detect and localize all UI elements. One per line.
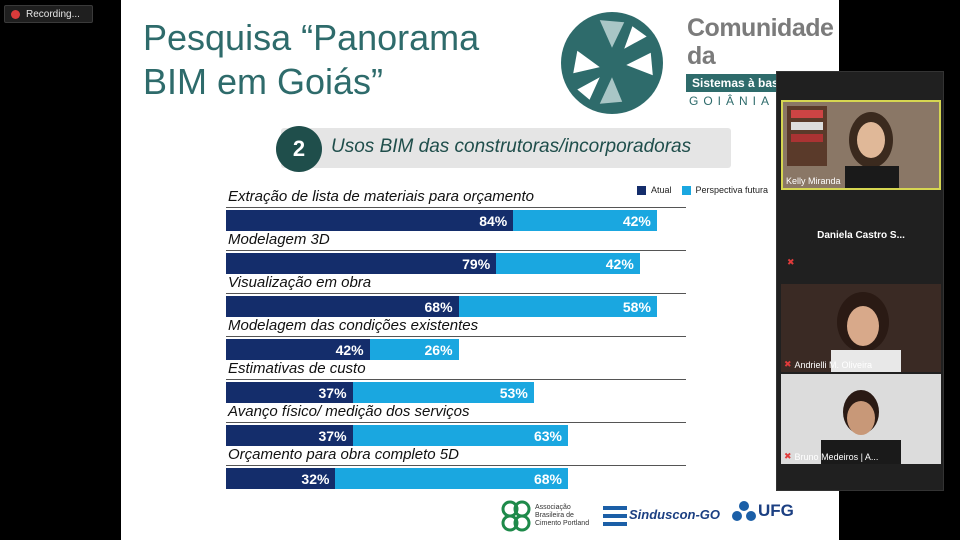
bar-value-label: 53% — [499, 384, 528, 401]
recording-indicator[interactable]: Recording... — [4, 5, 93, 23]
bar-segment-futura: 58% — [458, 296, 657, 317]
bar-category-label: Estimativas de custo — [228, 360, 366, 377]
bar-segment-atual: 84% — [226, 210, 514, 231]
legend-swatch-atual — [637, 185, 646, 195]
bar-segment-futura: 68% — [335, 468, 568, 489]
bar-value-label: 26% — [424, 341, 453, 358]
brand-city: GOIÂNIA — [689, 94, 775, 108]
bar-segment-atual: 68% — [226, 296, 459, 317]
bar-separator — [226, 207, 686, 208]
bar-separator — [226, 336, 686, 337]
participant-name: Daniela Castro S... — [817, 230, 905, 241]
bar-segment-futura: 42% — [513, 210, 657, 231]
bar-value-label: 42% — [335, 341, 364, 358]
legend-label-atual: Atual — [651, 185, 672, 195]
participant-video-icon — [783, 102, 939, 188]
participant-name: ✖ Bruno Medeiros | A... — [784, 451, 879, 462]
bar-segment-atual: 79% — [226, 253, 497, 274]
sinduscon-name: Sinduscon-GO — [629, 507, 720, 522]
bar-value-label: 68% — [424, 298, 453, 315]
abcp-name: Associação Brasileira de Cimento Portlan… — [535, 504, 590, 527]
bar-segment-atual: 42% — [226, 339, 370, 360]
participants-panel: Kelly Miranda Daniela Castro S... ✖ ✖ And… — [776, 71, 944, 491]
bar-value-label: 37% — [318, 384, 347, 401]
bar-value-label: 58% — [622, 298, 651, 315]
bar-category-label: Extração de lista de materiais para orça… — [228, 188, 534, 205]
section-number: 2 — [276, 126, 322, 172]
bar-segment-futura: 42% — [496, 253, 640, 274]
bar-value-label: 37% — [318, 427, 347, 444]
bar-segment-futura: 26% — [369, 339, 459, 360]
bar-value-label: 79% — [462, 255, 491, 272]
mic-muted-icon: ✖ — [787, 257, 795, 267]
section-title: Usos BIM das construtoras/incorporadoras — [331, 136, 692, 157]
bar-segment-futura: 53% — [352, 382, 534, 403]
legend-label-futura: Perspectiva futura — [695, 185, 769, 195]
bar-value-label: 63% — [533, 427, 562, 444]
participant-video-icon — [781, 284, 941, 372]
comunidade-logo-icon — [561, 12, 663, 114]
presentation-slide: Pesquisa “Panorama BIM em Goiás” Comunid… — [121, 0, 839, 540]
legend-item-atual: Atual — [637, 185, 672, 195]
bar-separator — [226, 422, 686, 423]
bar-value-label: 42% — [605, 255, 634, 272]
chart-legend: Atual Perspectiva futura — [637, 185, 768, 195]
bar-value-label: 84% — [479, 212, 508, 229]
participant-name: ✖ Andrielli M. Oliveira — [784, 359, 873, 370]
bar-segment-atual: 37% — [226, 425, 353, 446]
recording-icon — [11, 9, 20, 19]
legend-swatch-futura — [681, 185, 691, 195]
slide-title: Pesquisa “Panorama BIM em Goiás” — [143, 17, 480, 102]
bar-category-label: Orçamento para obra completo 5D — [228, 446, 459, 463]
bar-segment-futura: 63% — [352, 425, 568, 446]
bar-segment-atual: 37% — [226, 382, 353, 403]
participant-name: Kelly Miranda — [786, 176, 841, 186]
participant-video-icon — [781, 374, 941, 464]
abcp-logo-icon — [501, 500, 531, 532]
bar-category-label: Visualização em obra — [228, 274, 372, 291]
bar-category-label: Modelagem das condições existentes — [228, 317, 479, 334]
video-tile-daniela[interactable]: Daniela Castro S... ✖ — [781, 192, 941, 272]
legend-item-futura: Perspectiva futura — [681, 185, 769, 195]
bar-segment-atual: 32% — [226, 468, 336, 489]
section-header — [281, 128, 731, 168]
bar-value-label: 32% — [301, 470, 330, 487]
bar-separator — [226, 293, 686, 294]
video-tile-kelly[interactable]: Kelly Miranda — [781, 100, 941, 190]
bar-value-label: 42% — [622, 212, 651, 229]
bar-separator — [226, 250, 686, 251]
mic-muted-icon: ✖ — [784, 359, 792, 369]
bar-category-label: Avanço físico/ medição dos serviços — [228, 403, 470, 420]
bar-separator — [226, 379, 686, 380]
sinduscon-logo-icon — [603, 506, 627, 526]
ufg-name: UFG — [758, 501, 794, 520]
bar-category-label: Modelagem 3D — [228, 231, 330, 248]
ufg-logo-icon — [732, 501, 756, 521]
video-tile-andrielli[interactable]: ✖ Andrielli M. Oliveira — [781, 284, 941, 372]
bar-value-label: 68% — [533, 470, 562, 487]
bar-separator — [226, 465, 686, 466]
video-tile-bruno[interactable]: ✖ Bruno Medeiros | A... — [781, 374, 941, 464]
recording-label: Recording... — [26, 8, 80, 20]
mic-muted-icon: ✖ — [784, 451, 792, 461]
